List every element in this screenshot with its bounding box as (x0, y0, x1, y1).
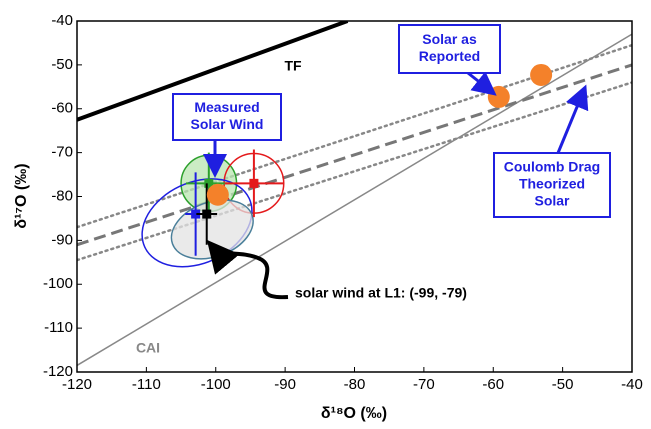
annotation-text: Reported (419, 48, 480, 64)
plot-frame (76, 20, 633, 373)
annotation-text: Theorized (519, 176, 585, 192)
y-tick-label: -120 (43, 363, 73, 380)
annotation-text: solar wind at L1: (-99, -79) (295, 285, 467, 301)
annotation-arrow (206, 239, 289, 300)
reference-line (77, 33, 632, 367)
line-label: TF (284, 58, 302, 74)
x-tick-label: -110 (132, 376, 161, 393)
annotation-box (172, 93, 282, 141)
annotation-arrow (467, 71, 497, 96)
y-tick-label: -100 (43, 275, 73, 292)
y-tick-label: -60 (51, 100, 73, 117)
y-axis-label: δ¹⁷O (‰) (13, 163, 30, 228)
x-tick-label: -120 (62, 376, 92, 393)
y-tick-label: -70 (51, 144, 73, 161)
reference-line (77, 21, 349, 122)
x-tick-label: -80 (344, 376, 366, 393)
x-tick-label: -60 (482, 376, 504, 393)
point (206, 183, 229, 206)
overlay: -120 -110 -100 -90 -80 -70 -60 -50 -40 -120 -110 -1… (43, 12, 643, 393)
x-axis-label: δ¹⁸O (‰) (321, 405, 387, 422)
x-tick-label: -70 (413, 376, 435, 393)
marker (191, 209, 201, 219)
x-tick-label: -50 (552, 376, 574, 393)
marker (249, 178, 259, 188)
line-label: CAI (136, 340, 160, 356)
annotation-text: Measured (194, 99, 259, 115)
y-tick-label: -50 (51, 56, 73, 73)
point (487, 85, 510, 108)
annotation-text: Solar (534, 193, 570, 209)
annotation-text: Solar Wind (191, 116, 264, 132)
y-tick-label: -90 (51, 231, 73, 248)
annotation-text: Coulomb Drag (504, 159, 600, 175)
x-tick-label: -40 (621, 376, 643, 393)
x-tick-label: -100 (201, 376, 231, 393)
reference-line (77, 81, 632, 262)
annotation-box (493, 152, 611, 218)
annotation-arrow (556, 84, 589, 154)
x-tick-label: -90 (274, 376, 296, 393)
y-tick-label: -80 (51, 187, 73, 204)
annotation-text: Solar as (422, 31, 477, 47)
y-tick-label: -40 (51, 12, 73, 29)
annotation-box (398, 24, 501, 74)
point (530, 63, 553, 86)
marker (202, 209, 212, 219)
reference-line (77, 63, 632, 247)
marker (204, 178, 214, 188)
y-tick-label: -110 (44, 319, 73, 336)
